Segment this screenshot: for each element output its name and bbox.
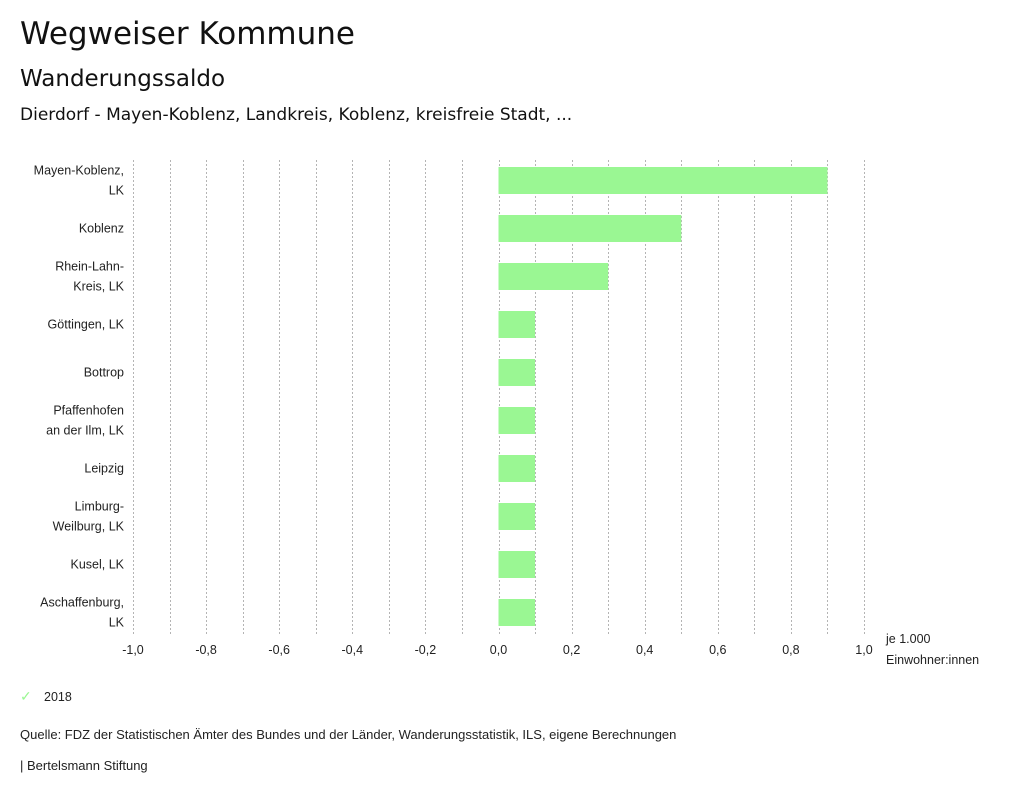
bars [498, 167, 828, 626]
x-tick-label: -0,8 [195, 643, 217, 657]
category-label-line: Kreis, LK [73, 280, 124, 294]
category-label: Bottrop [84, 366, 124, 380]
category-label: Göttingen, LK [48, 318, 125, 332]
bar[interactable] [498, 215, 682, 242]
x-tick-label: 0,4 [636, 643, 653, 657]
category-labels: Mayen-Koblenz, LK Koblenz Rhein-Lahn- Kreis,… [34, 164, 125, 630]
category-label: Aschaffenburg, LK [40, 596, 125, 630]
category-label-line: Koblenz [79, 222, 124, 236]
x-tick-label: -0,4 [342, 643, 364, 657]
category-label-line: an der Ilm, LK [46, 424, 124, 438]
legend-label: 2018 [44, 689, 72, 704]
bar[interactable] [498, 455, 536, 482]
x-tick-label: 0,8 [782, 643, 799, 657]
bar[interactable] [498, 263, 609, 290]
category-label: Pfaffenhofen an der Ilm, LK [46, 404, 124, 438]
category-label: Rhein-Lahn- Kreis, LK [55, 260, 124, 294]
x-tick-label: 0,6 [709, 643, 726, 657]
chart-subtitle: Wanderungssaldo [20, 66, 226, 92]
category-label: Koblenz [79, 222, 124, 236]
bar[interactable] [498, 311, 536, 338]
bar[interactable] [498, 503, 536, 530]
x-unit-label-line: Einwohner:innen [886, 653, 979, 667]
category-label-line: Bottrop [84, 366, 124, 380]
category-label-line: Weilburg, LK [53, 520, 125, 534]
credit-note: | Bertelsmann Stiftung [20, 758, 148, 773]
bar[interactable] [498, 359, 536, 386]
category-label: Leipzig [84, 462, 124, 476]
x-axis-unit-label: je 1.000 Einwohner:innen [885, 632, 979, 667]
x-tick-label: -1,0 [122, 643, 144, 657]
category-label: Kusel, LK [70, 558, 124, 572]
bar[interactable] [498, 407, 536, 434]
category-label-line: Aschaffenburg, [40, 596, 124, 610]
category-label-line: Rhein-Lahn- [55, 260, 124, 274]
bar[interactable] [498, 599, 536, 626]
bar-chart: Mayen-Koblenz, LK Koblenz Rhein-Lahn- Kreis,… [34, 160, 979, 667]
legend-item-2018[interactable]: ✓ 2018 [20, 688, 72, 705]
category-label-line: LK [109, 184, 125, 198]
category-label-line: Mayen-Koblenz, [34, 164, 124, 178]
category-label: Limburg- Weilburg, LK [53, 500, 125, 534]
page-title: Wegweiser Kommune [20, 16, 355, 52]
check-icon: ✓ [20, 688, 32, 704]
chart-context: Dierdorf - Mayen-Koblenz, Landkreis, Kob… [20, 105, 573, 125]
x-tick-labels: -1,0 -0,8 -0,6 -0,4 -0,2 0,0 0,2 0,4 0,6 0,8 1,0 [122, 643, 873, 657]
category-label: Mayen-Koblenz, LK [34, 164, 125, 198]
x-unit-label-line: je 1.000 [885, 632, 931, 646]
bar[interactable] [498, 551, 536, 578]
category-label-line: Leipzig [84, 462, 124, 476]
category-label-line: LK [109, 616, 125, 630]
category-label-line: Kusel, LK [70, 558, 124, 572]
category-label-line: Limburg- [75, 500, 124, 514]
grid-lines [133, 160, 865, 636]
source-note: Quelle: FDZ der Statistischen Ämter des … [20, 727, 677, 742]
x-tick-label: 1,0 [855, 643, 872, 657]
x-tick-label: -0,2 [415, 643, 437, 657]
x-tick-label: -0,6 [268, 643, 290, 657]
bar[interactable] [498, 167, 828, 194]
x-tick-label: 0,2 [563, 643, 580, 657]
category-label-line: Göttingen, LK [48, 318, 125, 332]
x-tick-label: 0,0 [490, 643, 507, 657]
category-label-line: Pfaffenhofen [53, 404, 124, 418]
